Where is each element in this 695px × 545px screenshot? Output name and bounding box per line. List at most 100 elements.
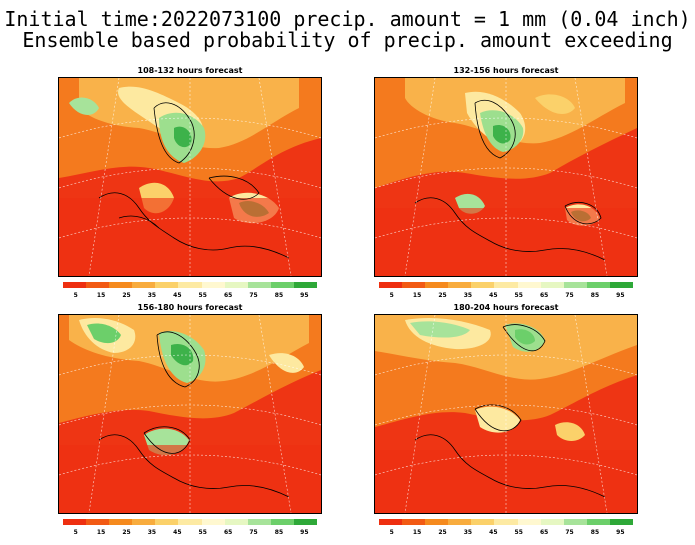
colorbar-label: 75 [249,292,258,299]
colorbar-label: 55 [198,292,207,299]
colorbar-segment [471,519,495,525]
colorbar-label: 15 [412,529,422,536]
colorbar-segment [109,519,133,525]
colorbar-label: 65 [223,292,233,299]
colorbar-label: 25 [122,292,131,299]
colorbar-segment [132,282,156,288]
colorbar-segment [224,282,248,288]
colorbar-segment [201,519,225,525]
colorbar-segment [494,519,518,525]
colorbar-segment [270,282,294,288]
colorbar-segment [425,282,449,288]
probability-map [374,314,638,514]
colorbar-segment [270,519,294,525]
map-graphic [375,78,637,276]
colorbar-label: 55 [514,292,523,299]
colorbar-segment [540,282,564,288]
panel-title: 180-204 hours forecast [453,303,559,312]
colorbar-segment [425,519,449,525]
colorbar-segment [448,519,472,525]
colorbar-label: 5 [73,292,78,299]
colorbar-label: 45 [173,529,182,536]
colorbar-label: 35 [463,292,473,299]
colorbar-segment [109,282,133,288]
colorbar-segment [448,282,472,288]
colorbar-segment [563,282,587,288]
colorbar-segment [586,282,610,288]
colorbar-segment [540,519,564,525]
colorbar-segment [494,282,518,288]
colorbar-segment [293,282,318,288]
colorbar-label: 55 [514,529,523,536]
colorbar [63,282,318,288]
colorbar-label: 75 [565,292,574,299]
colorbar-label: 95 [300,292,309,299]
colorbar-segment [609,282,634,288]
colorbar-label: 15 [96,529,106,536]
colorbar-label: 75 [565,529,574,536]
colorbar-label: 35 [147,529,157,536]
colorbar-segment [293,519,318,525]
colorbar-segment [155,282,179,288]
colorbar-segment [517,282,541,288]
chart-title-line-1: Initial time:2022073100 precip. amount =… [4,7,691,31]
colorbar-label: 85 [590,529,600,536]
colorbar-segment [517,519,541,525]
probability-map [374,77,638,277]
colorbar-label: 25 [122,529,131,536]
colorbar-label: 65 [223,529,233,536]
map-graphic [59,78,321,276]
colorbar-segment [402,519,426,525]
colorbar-label: 5 [389,529,394,536]
colorbar-label: 5 [73,529,78,536]
colorbar-segment [379,519,403,525]
colorbar-segment [609,519,634,525]
colorbar-label: 25 [438,292,447,299]
colorbar-label: 45 [173,292,182,299]
panel-title: 132-156 hours forecast [453,66,559,75]
colorbar-label: 95 [300,529,309,536]
colorbar-label: 5 [389,292,394,299]
colorbar-segment [563,519,587,525]
colorbar-labels: 5 15 25 35 45 55 65 75 85 95 [63,529,317,536]
panel-title: 156-180 hours forecast [137,303,243,312]
colorbar-segment [379,282,403,288]
colorbar-segment [155,519,179,525]
colorbar [63,519,318,525]
colorbar-segment [247,519,271,525]
colorbar-label: 95 [616,529,625,536]
colorbar-labels: 5 15 25 35 45 55 65 75 85 95 [379,529,633,536]
colorbar-segment [224,519,248,525]
colorbar-segment [471,282,495,288]
colorbar-segment [63,282,87,288]
probability-map [58,314,322,514]
colorbar-segment [178,282,202,288]
colorbar-label: 85 [274,292,284,299]
colorbar-labels: 5 15 25 35 45 55 65 75 85 95 [379,292,633,299]
chart-title-line-2: Ensemble based probability of precip. am… [22,28,673,52]
colorbar-segment [132,519,156,525]
colorbar-segment [201,282,225,288]
colorbar-label: 65 [539,529,549,536]
colorbar-label: 75 [249,529,258,536]
colorbar-label: 55 [198,529,207,536]
colorbar-label: 35 [147,292,157,299]
map-graphic [59,315,321,513]
colorbar-label: 25 [438,529,447,536]
map-graphic [375,315,637,513]
colorbar-label: 15 [96,292,106,299]
colorbar-segment [63,519,87,525]
colorbar-segment [178,519,202,525]
colorbar-label: 65 [539,292,549,299]
colorbar-label: 45 [489,292,498,299]
panel-title: 108-132 hours forecast [137,66,243,75]
colorbar-label: 35 [463,529,473,536]
colorbar-label: 85 [274,529,284,536]
probability-map [58,77,322,277]
colorbar-label: 95 [616,292,625,299]
colorbar [379,282,634,288]
colorbar-segment [586,519,610,525]
colorbar [379,519,634,525]
colorbar-segment [402,282,426,288]
colorbar-labels: 5 15 25 35 45 55 65 75 85 95 [63,292,317,299]
